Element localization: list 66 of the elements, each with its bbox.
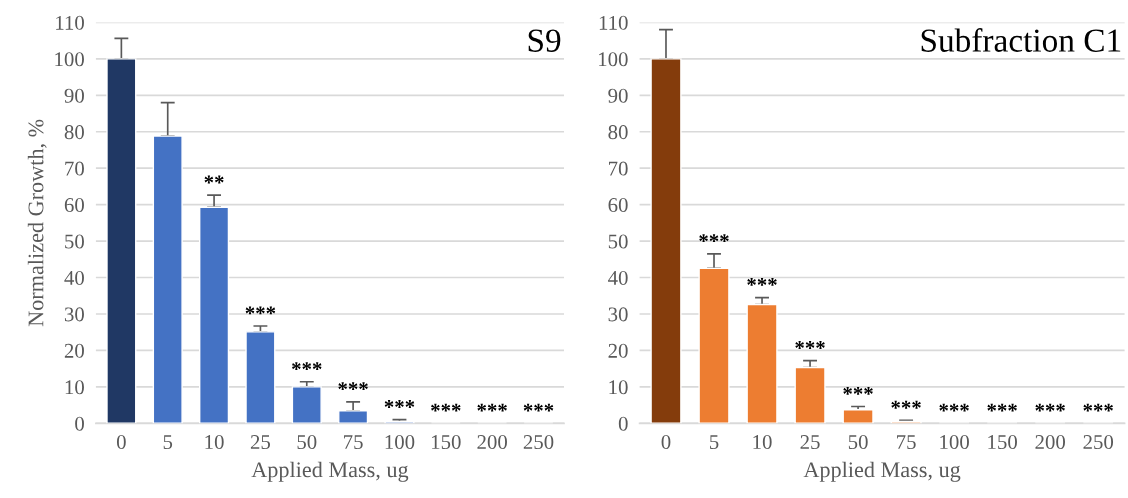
y-tick-label: 50 bbox=[608, 234, 628, 249]
y-tick-label: 70 bbox=[65, 161, 84, 176]
annotation: *** bbox=[384, 400, 415, 408]
y-tick-label: 80 bbox=[608, 125, 628, 140]
x-tick-label: 10 bbox=[753, 435, 772, 450]
annotation: *** bbox=[747, 278, 777, 286]
annotation: *** bbox=[431, 403, 461, 412]
x-tick-label: 10 bbox=[205, 435, 224, 450]
x-tick-label: 150 bbox=[988, 435, 1017, 450]
x-tick-label: 75 bbox=[897, 435, 916, 450]
annotation: ** bbox=[204, 175, 224, 184]
y-tick-label: 0 bbox=[75, 416, 84, 431]
annotation: *** bbox=[245, 306, 276, 315]
y-tick-label: 110 bbox=[599, 15, 628, 30]
x-tick-label: 100 bbox=[385, 435, 415, 450]
annotation: *** bbox=[939, 403, 969, 412]
chart-title: S9 bbox=[528, 29, 561, 52]
x-tick-label: 0 bbox=[661, 435, 671, 450]
annotation: *** bbox=[891, 400, 921, 409]
y-tick-label: 70 bbox=[609, 161, 628, 176]
y-tick-label: 60 bbox=[608, 198, 628, 213]
y-tick-label: 100 bbox=[599, 52, 628, 67]
x-tick-label: 5 bbox=[710, 435, 719, 450]
annotation: *** bbox=[795, 341, 825, 349]
y-tick-label: 90 bbox=[608, 88, 628, 103]
annotation: *** bbox=[477, 403, 507, 412]
x-tick-label: 25 bbox=[250, 435, 271, 450]
x-tick-label: 200 bbox=[477, 435, 507, 450]
y-tick-label: 50 bbox=[65, 234, 84, 249]
annotation: *** bbox=[292, 362, 322, 371]
x-tick-label: 150 bbox=[432, 435, 461, 450]
x-tick-label: 50 bbox=[848, 435, 868, 450]
x-tick-label: 250 bbox=[1083, 435, 1114, 450]
chart-title: Subfraction C1 bbox=[921, 28, 1121, 52]
annotation: *** bbox=[843, 386, 873, 395]
y-tick-label: 80 bbox=[64, 125, 84, 140]
x-tick-label: 200 bbox=[1035, 435, 1066, 450]
x-tick-label: 100 bbox=[940, 435, 969, 450]
x-axis-title: Applied Mass, ug bbox=[803, 461, 961, 482]
annotation: *** bbox=[699, 234, 729, 243]
x-tick-label: 250 bbox=[523, 435, 554, 450]
x-tick-label: 50 bbox=[297, 435, 317, 450]
annotation: *** bbox=[987, 403, 1017, 412]
y-tick-label: 10 bbox=[609, 380, 628, 395]
y-axis-title: Normalized Growth, % bbox=[27, 119, 47, 327]
x-tick-label: 75 bbox=[344, 435, 363, 450]
x-axis-title: Applied Mass, ug bbox=[251, 461, 409, 482]
x-tick-label: 0 bbox=[116, 435, 126, 450]
annotation: *** bbox=[523, 403, 554, 412]
y-tick-label: 60 bbox=[64, 198, 84, 213]
annotation: *** bbox=[1083, 403, 1113, 412]
y-tick-label: 20 bbox=[64, 343, 84, 358]
y-tick-label: 110 bbox=[56, 15, 84, 30]
y-tick-label: 0 bbox=[618, 416, 628, 431]
y-tick-label: 40 bbox=[608, 270, 628, 285]
y-tick-label: 30 bbox=[608, 307, 628, 322]
y-tick-label: 90 bbox=[64, 88, 84, 103]
x-tick-label: 5 bbox=[163, 435, 173, 450]
y-tick-label: 40 bbox=[64, 270, 84, 285]
y-tick-label: 100 bbox=[55, 52, 84, 67]
y-tick-label: 10 bbox=[65, 380, 84, 395]
y-tick-label: 30 bbox=[64, 307, 84, 322]
x-tick-label: 25 bbox=[800, 435, 820, 450]
y-tick-label: 20 bbox=[608, 343, 628, 358]
annotation: *** bbox=[338, 382, 368, 391]
annotation: *** bbox=[1035, 403, 1065, 412]
